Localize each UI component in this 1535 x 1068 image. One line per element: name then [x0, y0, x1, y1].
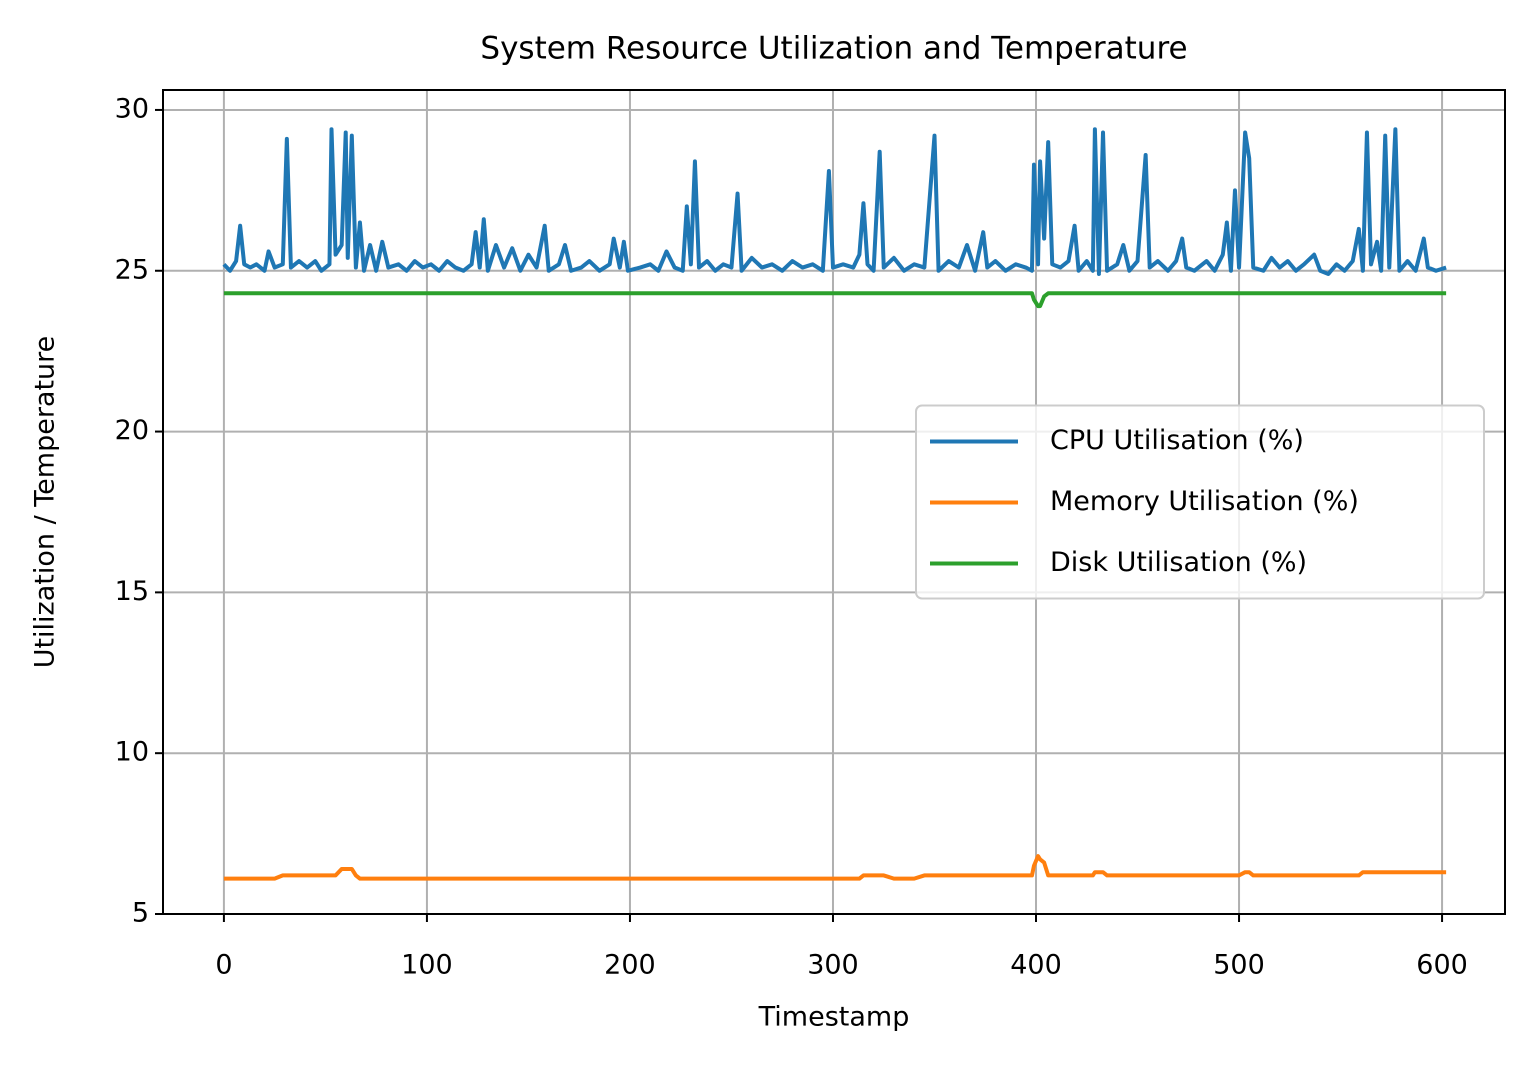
series-line [223, 291, 1447, 309]
x-tick-label: 400 [1010, 950, 1062, 981]
x-tick-label: 0 [215, 950, 232, 981]
x-tick-label: 500 [1213, 950, 1265, 981]
x-tick-label: 600 [1416, 950, 1468, 981]
series-line [222, 127, 1447, 276]
chart-title: System Resource Utilization and Temperat… [480, 31, 1187, 67]
plot-frame [162, 89, 1506, 915]
x-axis-label: Timestamp [758, 1002, 910, 1033]
legend: CPU Utilisation (%) Memory Utilisation (%… [915, 404, 1485, 600]
legend-box [915, 404, 1485, 600]
y-tick-label: 30 [115, 93, 149, 124]
y-tick-label: 5 [132, 898, 149, 929]
series-line [223, 854, 1447, 881]
y-tick-label: 10 [115, 737, 149, 768]
y-tick-label: 20 [115, 415, 149, 446]
y-tick-label: 15 [115, 576, 149, 607]
y-tick-label: 25 [115, 254, 149, 285]
x-tick-label: 200 [604, 950, 656, 981]
x-tick-label: 300 [807, 950, 859, 981]
x-tick-label: 100 [401, 950, 453, 981]
legend-label: Disk Utilisation (%) [1050, 547, 1307, 578]
y-axis-label: Utilization / Temperature [30, 336, 61, 669]
legend-label: Memory Utilisation (%) [1050, 486, 1359, 517]
legend-label: CPU Utilisation (%) [1050, 425, 1304, 456]
